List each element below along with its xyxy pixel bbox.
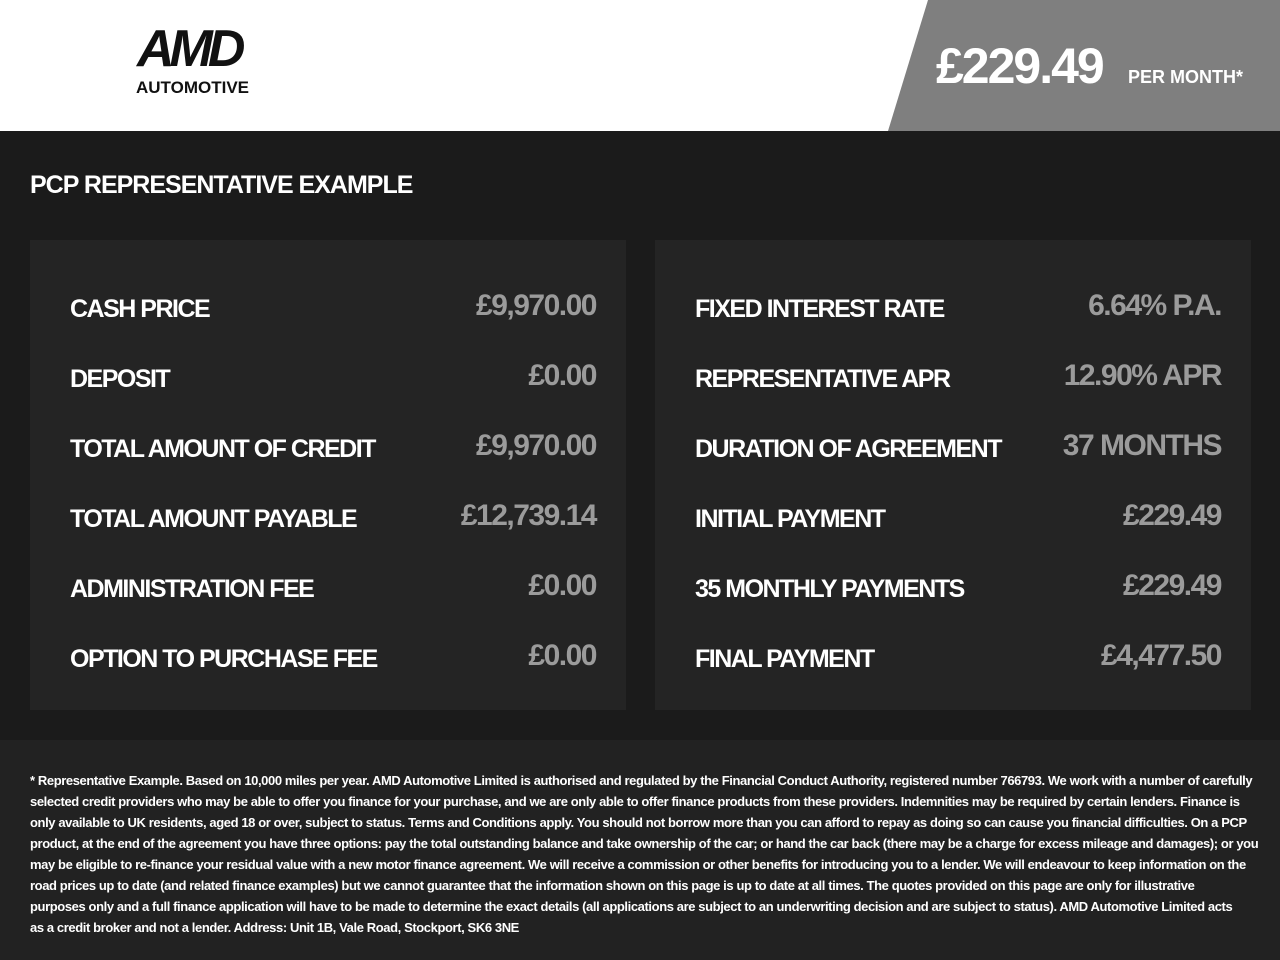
finance-row: TOTAL AMOUNT OF CREDIT £9,970.00 [70,428,597,468]
row-label: DURATION OF AGREEMENT [695,435,1003,463]
monthly-price-banner: £229.49 PER MONTH* [888,0,1280,131]
row-value: £0.00 [528,569,597,602]
finance-row: REPRESENTATIVE APR 12.90% APR [695,358,1223,398]
per-month-label: PER MONTH* [1128,67,1244,87]
row-value: 12.90% APR [1063,359,1223,392]
row-value: 6.64% P.A. [1088,289,1222,322]
row-value: £12,739.14 [460,499,598,532]
disclaimer-line: selected credit providers who may be abl… [30,794,1240,809]
row-label: REPRESENTATIVE APR [695,365,951,393]
disclaimer-line: may be eligible to re-finance your resid… [30,857,1246,872]
row-value: £4,477.50 [1101,639,1222,672]
row-label: CASH PRICE [70,295,211,323]
finance-row: CASH PRICE £9,970.00 [70,288,597,328]
disclaimer-line: purposes only and a full finance applica… [30,899,1233,914]
finance-row: TOTAL AMOUNT PAYABLE £12,739.14 [70,498,598,538]
section-title: PCP REPRESENTATIVE EXAMPLE [30,171,413,199]
logo-text: AMD [137,20,245,78]
disclaimer-line: * Representative Example. Based on 10,00… [30,773,1253,788]
row-value: 37 MONTHS [1062,429,1223,462]
row-label: TOTAL AMOUNT PAYABLE [70,505,358,533]
finance-row: OPTION TO PURCHASE FEE £0.00 [70,638,597,678]
disclaimer-footer: * Representative Example. Based on 10,00… [0,740,1280,960]
disclaimer-line: as a credit broker and not a lender. Add… [30,920,519,935]
row-label: ADMINISTRATION FEE [70,575,315,603]
finance-row: FINAL PAYMENT £4,477.50 [695,638,1222,678]
row-label: TOTAL AMOUNT OF CREDIT [70,435,376,463]
row-label: 35 MONTHLY PAYMENTS [695,575,965,603]
amd-automotive-logo[interactable]: AMD AUTOMOTIVE [135,23,285,100]
disclaimer-line: road prices up to date (and related fina… [30,878,1195,893]
row-value: £229.49 [1123,569,1222,602]
finance-row: DEPOSIT £0.00 [70,358,597,398]
logo-subtext: AUTOMOTIVE [136,78,250,97]
disclaimer-line: product, at the end of the agreement you… [30,836,1259,851]
row-value: £9,970.00 [476,289,597,322]
row-label: FIXED INTEREST RATE [695,295,945,323]
finance-row: INITIAL PAYMENT £229.49 [695,498,1222,538]
row-value: £0.00 [528,359,597,392]
disclaimer-line: only available to UK residents, aged 18 … [30,815,1247,830]
row-label: OPTION TO PURCHASE FEE [70,645,378,673]
finance-row: ADMINISTRATION FEE £0.00 [70,568,597,608]
finance-panel-left: CASH PRICE £9,970.00 DEPOSIT £0.00 TOTAL A… [30,240,626,710]
row-value: £229.49 [1123,499,1222,532]
finance-row: 35 MONTHLY PAYMENTS £229.49 [695,568,1222,608]
row-label: INITIAL PAYMENT [695,505,886,533]
row-value: £9,970.00 [476,429,597,462]
finance-row: FIXED INTEREST RATE 6.64% P.A. [695,288,1222,328]
row-label: DEPOSIT [70,365,171,393]
monthly-price: £229.49 [936,38,1105,94]
finance-panel-right: FIXED INTEREST RATE 6.64% P.A. REPRESENTA… [655,240,1251,710]
header-bar: AMD AUTOMOTIVE £229.49 PER MONTH* [0,0,1280,131]
disclaimer-text: * Representative Example. Based on 10,00… [30,770,1259,938]
row-label: FINAL PAYMENT [695,645,875,673]
finance-row: DURATION OF AGREEMENT 37 MONTHS [695,428,1223,468]
row-value: £0.00 [528,639,597,672]
